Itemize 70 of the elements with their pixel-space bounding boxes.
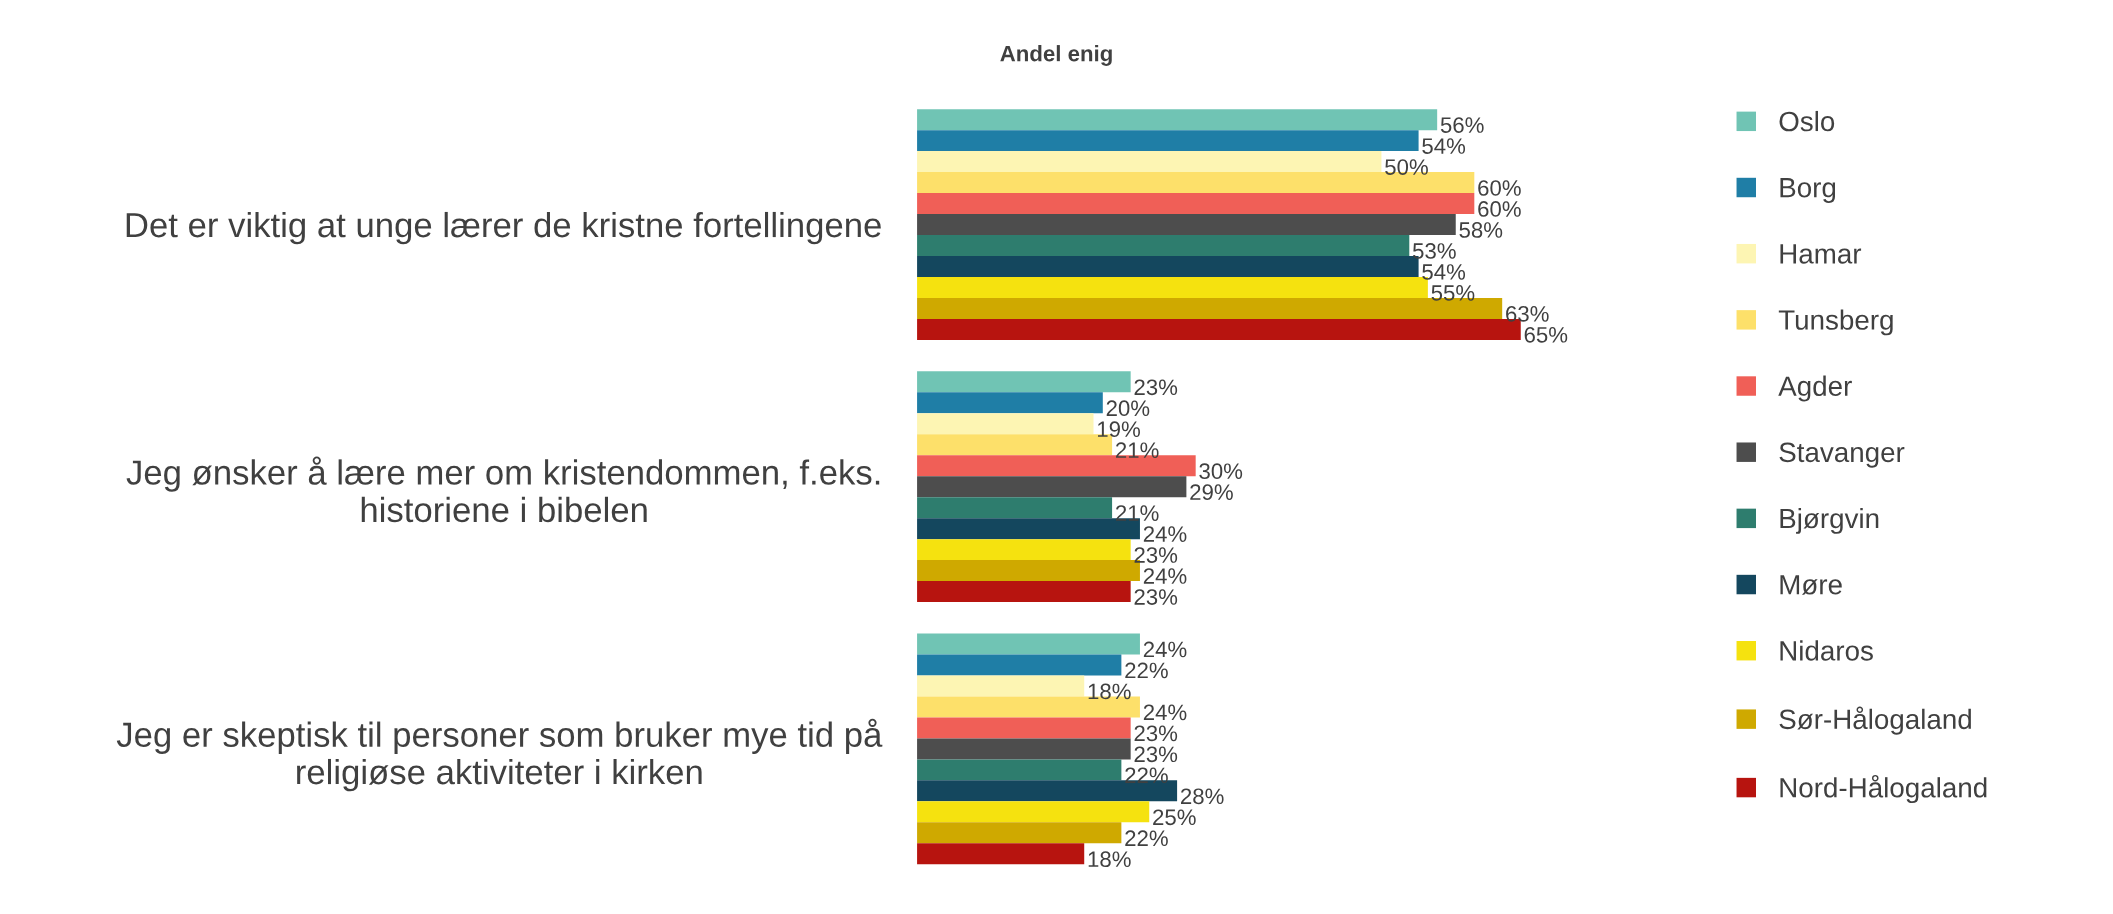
data-label: 56%	[1440, 117, 1484, 133]
data-label: 22%	[1125, 767, 1168, 784]
y-tick-label: Det er viktig at unge lærer de kristne fortellingene	[126, 211, 881, 245]
bar	[917, 539, 1131, 561]
data-label: 23%	[1134, 589, 1178, 605]
bar	[917, 235, 1410, 256]
legend-label: Nidaros	[1780, 640, 1873, 661]
legend-label: Sør-Hålogaland	[1779, 706, 1971, 735]
bar	[917, 497, 1113, 519]
data-label: 50%	[1385, 159, 1428, 175]
data-label: 30%	[1199, 463, 1243, 480]
data-label: 18%	[1088, 851, 1131, 868]
bar	[917, 675, 1085, 697]
legend-label: Borg	[1780, 178, 1836, 203]
data-label: 60%	[1478, 201, 1521, 217]
bar	[917, 717, 1131, 739]
bar	[917, 193, 1475, 215]
data-label: 24%	[1143, 568, 1187, 584]
data-label: 23%	[1134, 746, 1178, 763]
bar	[917, 109, 1438, 131]
data-label: 20%	[1106, 400, 1150, 417]
data-label: 55%	[1431, 285, 1475, 301]
data-label: 23%	[1134, 725, 1178, 742]
data-label: 60%	[1478, 180, 1521, 196]
bar	[917, 151, 1382, 173]
bar	[917, 392, 1103, 414]
data-label: 28%	[1181, 788, 1224, 805]
bar	[917, 654, 1122, 676]
bar	[917, 581, 1131, 603]
legend-label: Møre	[1780, 575, 1842, 595]
legend-label: Nord-Hålogaland	[1780, 774, 1987, 804]
data-label: 25%	[1153, 809, 1196, 826]
bar	[917, 130, 1419, 152]
data-label: 24%	[1143, 641, 1187, 658]
data-label: 24%	[1143, 704, 1187, 721]
bar	[917, 822, 1122, 844]
data-label: 58%	[1459, 222, 1503, 238]
legend-label: Tunsberg	[1778, 309, 1893, 336]
chart-title: Andel enig	[1000, 45, 1112, 66]
data-label: 21%	[1115, 442, 1159, 458]
bar	[917, 801, 1150, 823]
bar	[917, 633, 1140, 655]
data-label: 63%	[1506, 305, 1549, 322]
y-tick-label: Jeg ønsker å lære mer om kristendommen, f.eks. historiene i bibelen	[126, 456, 880, 523]
data-label: 22%	[1125, 662, 1168, 679]
data-label: 21%	[1115, 505, 1159, 521]
data-label: 23%	[1134, 547, 1178, 563]
data-label: 65%	[1524, 326, 1568, 343]
bar	[917, 413, 1094, 435]
data-label: 53%	[1412, 243, 1456, 259]
data-label: 54%	[1422, 264, 1466, 280]
legend-label: Oslo	[1779, 110, 1835, 132]
bar	[917, 476, 1187, 498]
data-label: 24%	[1143, 526, 1187, 542]
data-label: 19%	[1097, 421, 1140, 438]
data-label: 23%	[1134, 379, 1178, 396]
legend-label: Stavanger	[1779, 442, 1905, 468]
data-label: 54%	[1422, 138, 1466, 154]
data-label: 18%	[1088, 683, 1131, 700]
legend-label: Agder	[1778, 375, 1852, 402]
data-label: 29%	[1190, 484, 1233, 501]
bar	[917, 843, 1085, 865]
bar	[917, 371, 1131, 393]
y-tick-label: Jeg er skeptisk til personer som bruker mye tid på religiøse aktiviteter i kirken	[116, 718, 883, 792]
bar	[917, 214, 1456, 235]
bar	[917, 759, 1122, 781]
legend-label: Bjørgvin	[1780, 507, 1879, 534]
data-label: 22%	[1125, 830, 1168, 847]
bar	[917, 738, 1131, 760]
legend-label: Hamar	[1780, 244, 1862, 264]
